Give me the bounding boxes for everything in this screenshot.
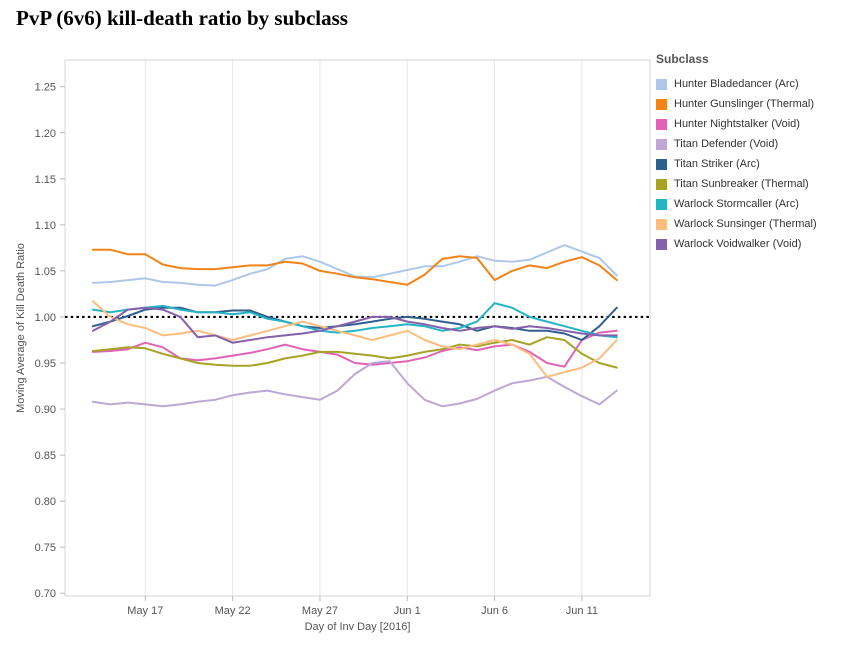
series-line-titan-defender-void-[interactable] (91, 360, 618, 408)
legend-swatch-icon (656, 138, 667, 150)
x-tick-label: Jun 11 (566, 605, 598, 617)
legend-label: Warlock Voidwalker (Void) (674, 238, 802, 250)
line-chart: 0.70 0.75 0.80 0.85 0.90 0.95 1.00 1.05 1.10 1.15… (15, 59, 651, 633)
legend-label: Titan Defender (Void) (674, 138, 779, 150)
series-line-warlock-stormcaller-arc-[interactable] (91, 302, 618, 339)
y-tick-label: 1.20 (35, 128, 56, 140)
x-axis-title: Day of Inv Day [2016] (305, 621, 411, 633)
series-line-warlock-sunsinger-thermal-[interactable] (91, 300, 618, 378)
y-tick-label: 0.75 (35, 542, 56, 554)
plot-border (64, 59, 651, 597)
legend-item-warlock-sunsinger[interactable]: Warlock Sunsinger (Thermal) (656, 214, 864, 234)
y-tick-label: 0.70 (35, 588, 56, 600)
x-tick-label: May 27 (302, 605, 338, 617)
x-tick-label: May 22 (215, 605, 251, 617)
y-tick-label: 0.80 (35, 496, 56, 508)
y-tick-label: 0.95 (35, 358, 56, 370)
y-tick-label: 1.05 (35, 266, 56, 278)
y-tick-label: 1.25 (35, 82, 56, 94)
legend-item-titan-defender[interactable]: Titan Defender (Void) (656, 134, 864, 154)
x-tick-label: May 17 (127, 605, 163, 617)
legend-swatch-icon (656, 118, 667, 130)
legend: Subclass Hunter Bladedancer (Arc) Hunter… (656, 52, 864, 254)
legend-title: Subclass (656, 52, 709, 66)
legend-item-hunter-bladedancer[interactable]: Hunter Bladedancer (Arc) (656, 74, 864, 94)
y-tick-label: 1.10 (35, 220, 56, 232)
legend-item-warlock-voidwalker[interactable]: Warlock Voidwalker (Void) (656, 234, 864, 254)
y-tick-label: 1.15 (35, 174, 56, 186)
legend-item-hunter-nightstalker[interactable]: Hunter Nightstalker (Void) (656, 114, 864, 134)
y-tick-label: 0.90 (35, 404, 56, 416)
legend-item-titan-striker[interactable]: Titan Striker (Arc) (656, 154, 864, 174)
legend-label: Hunter Gunslinger (Thermal) (674, 98, 814, 110)
y-tick-label: 0.85 (35, 450, 56, 462)
legend-swatch-icon (656, 198, 667, 210)
legend-swatch-icon (656, 218, 667, 230)
legend-label: Hunter Nightstalker (Void) (674, 118, 800, 130)
legend-item-titan-sunbreaker[interactable]: Titan Sunbreaker (Thermal) (656, 174, 864, 194)
legend-label: Warlock Stormcaller (Arc) (674, 198, 799, 210)
x-tick-label: Jun 6 (481, 605, 508, 617)
legend-swatch-icon (656, 238, 667, 250)
legend-item-hunter-gunslinger[interactable]: Hunter Gunslinger (Thermal) (656, 94, 864, 114)
legend-item-warlock-stormcaller[interactable]: Warlock Stormcaller (Arc) (656, 194, 864, 214)
chart-title: PvP (6v6) kill-death ratio by subclass (16, 6, 348, 30)
legend-swatch-icon (656, 158, 667, 170)
y-tick-label: 1.00 (35, 312, 56, 324)
legend-label: Titan Striker (Arc) (674, 158, 760, 170)
legend-label: Hunter Bladedancer (Arc) (674, 78, 799, 90)
x-tick-label: Jun 1 (394, 605, 421, 617)
legend-swatch-icon (656, 98, 667, 110)
series-line-titan-sunbreaker-thermal-[interactable] (91, 336, 618, 369)
series-line-titan-striker-arc-[interactable] (91, 306, 618, 341)
legend-label: Warlock Sunsinger (Thermal) (674, 218, 817, 230)
y-axis-title: Moving Average of Kill Death Ratio (15, 243, 27, 413)
series-line-warlock-voidwalker-void-[interactable] (91, 306, 618, 344)
legend-swatch-icon (656, 178, 667, 190)
series-line-hunter-gunslinger-thermal-[interactable] (91, 248, 618, 286)
legend-label: Titan Sunbreaker (Thermal) (674, 178, 809, 190)
legend-swatch-icon (656, 78, 667, 90)
